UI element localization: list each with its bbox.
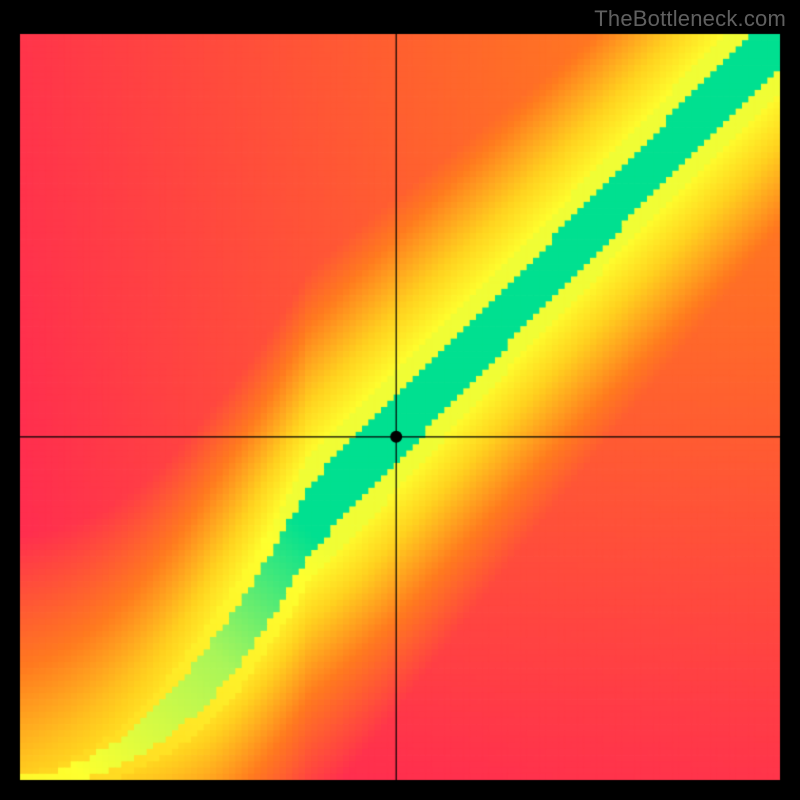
attribution-text: TheBottleneck.com: [594, 6, 786, 32]
bottleneck-heatmap-canvas: [0, 0, 800, 800]
chart-container: TheBottleneck.com: [0, 0, 800, 800]
